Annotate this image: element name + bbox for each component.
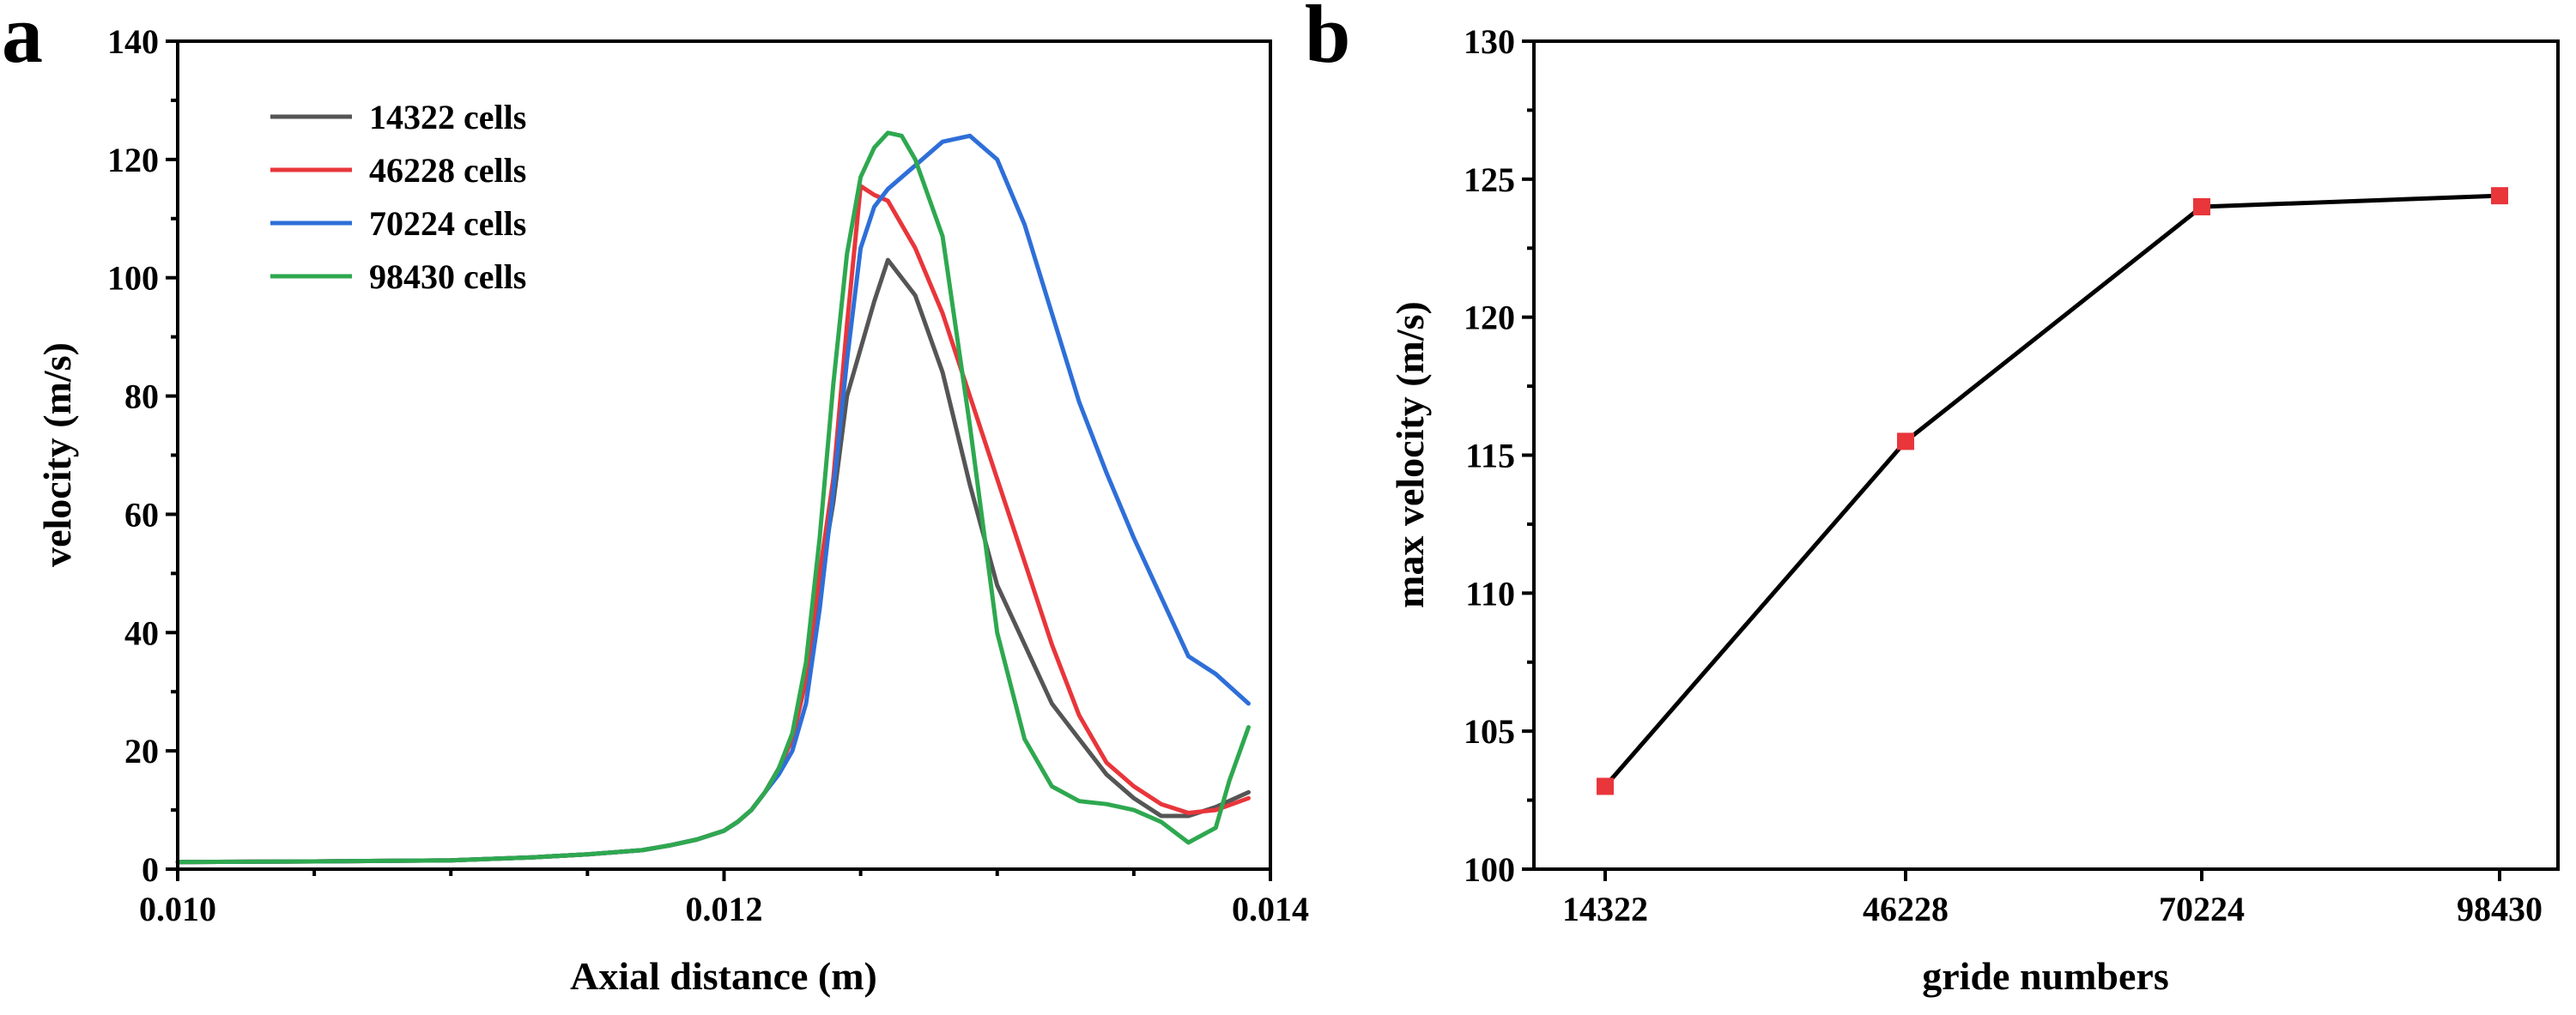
chart-a-legend: 14322 cells 46228 cells 70224 cells 98430 c… xyxy=(270,98,526,296)
chart-b-y-tick-label: 105 xyxy=(1464,712,1515,751)
chart-b-x-tick-label: 98430 xyxy=(2457,890,2543,928)
chart-a-y-tick-label: 60 xyxy=(124,495,159,534)
panel-label-b: b xyxy=(1305,0,1350,80)
chart-a: 0 20 40 60 80 100 120 140 0.010 0.012 0.014 Axial… xyxy=(35,22,1309,998)
chart-b-marker-98430 xyxy=(2491,187,2508,205)
chart-b-series-line xyxy=(1603,193,2502,788)
chart-a-y-tick-label: 0 xyxy=(142,850,159,889)
chart-a-y-axis-title: velocity (m/s) xyxy=(35,342,79,567)
chart-b-x-tick-label: 14322 xyxy=(1562,890,1648,928)
chart-b-x-ticks: 14322 46228 70224 98430 xyxy=(1562,869,2543,928)
chart-a-series-line-1 xyxy=(175,257,1251,865)
chart-b-y-tick-label: 110 xyxy=(1465,574,1515,613)
chart-a-x-tick-label: 0.014 xyxy=(1232,890,1309,928)
legend-label-3: 70224 cells xyxy=(369,204,526,243)
chart-a-x-tick-label: 0.010 xyxy=(139,890,216,928)
chart-b-marker-70224 xyxy=(2193,198,2210,215)
chart-a-x-tick-label: 0.012 xyxy=(686,890,763,928)
chart-b-plot-frame xyxy=(1532,39,2560,871)
chart-a-y-ticks: 0 20 40 60 80 100 120 140 xyxy=(107,22,178,889)
chart-b-x-tick-label: 70224 xyxy=(2159,890,2245,928)
chart-a-series-group xyxy=(175,130,1251,865)
chart-a-series-line-4 xyxy=(175,130,1251,865)
chart-b-y-ticks: 100 105 110 115 120 125 130 xyxy=(1464,22,1534,889)
chart-b-marker-46228 xyxy=(1897,432,1914,450)
chart-a-y-tick-label: 140 xyxy=(107,22,159,61)
chart-b-x-axis-title: gride numbers xyxy=(1922,954,2169,998)
chart-a-y-tick-label: 80 xyxy=(124,378,159,416)
chart-a-x-ticks: 0.010 0.012 0.014 xyxy=(139,869,1309,928)
panel-label-a: a xyxy=(2,0,43,80)
chart-a-plot-frame xyxy=(176,39,1272,871)
chart-b-y-tick-label: 125 xyxy=(1464,160,1515,199)
chart-b-y-tick-label: 115 xyxy=(1465,437,1515,475)
chart-b-y-axis-title: max velocity (m/s) xyxy=(1388,301,1432,608)
chart-a-y-tick-label: 20 xyxy=(124,732,159,770)
chart-b-series-group xyxy=(1597,187,2508,795)
chart-b-x-tick-label: 46228 xyxy=(1863,890,1949,928)
chart-b-y-tick-label: 130 xyxy=(1464,22,1515,61)
legend-label-4: 98430 cells xyxy=(369,257,526,296)
chart-a-y-tick-label: 120 xyxy=(107,141,159,179)
legend-label-1: 14322 cells xyxy=(369,98,526,136)
chart-a-series-line-2 xyxy=(175,184,1251,865)
chart-a-y-tick-label: 100 xyxy=(107,259,159,298)
chart-b-y-tick-label: 100 xyxy=(1464,850,1515,889)
chart-b: 100 105 110 115 120 125 130 14322 46228 70224 984… xyxy=(1388,22,2560,998)
chart-b-y-tick-label: 120 xyxy=(1464,299,1515,337)
chart-a-y-tick-label: 40 xyxy=(124,613,159,652)
chart-a-x-axis-title: Axial distance (m) xyxy=(570,954,877,998)
legend-label-2: 46228 cells xyxy=(369,151,526,190)
chart-b-marker-14322 xyxy=(1597,777,1614,795)
